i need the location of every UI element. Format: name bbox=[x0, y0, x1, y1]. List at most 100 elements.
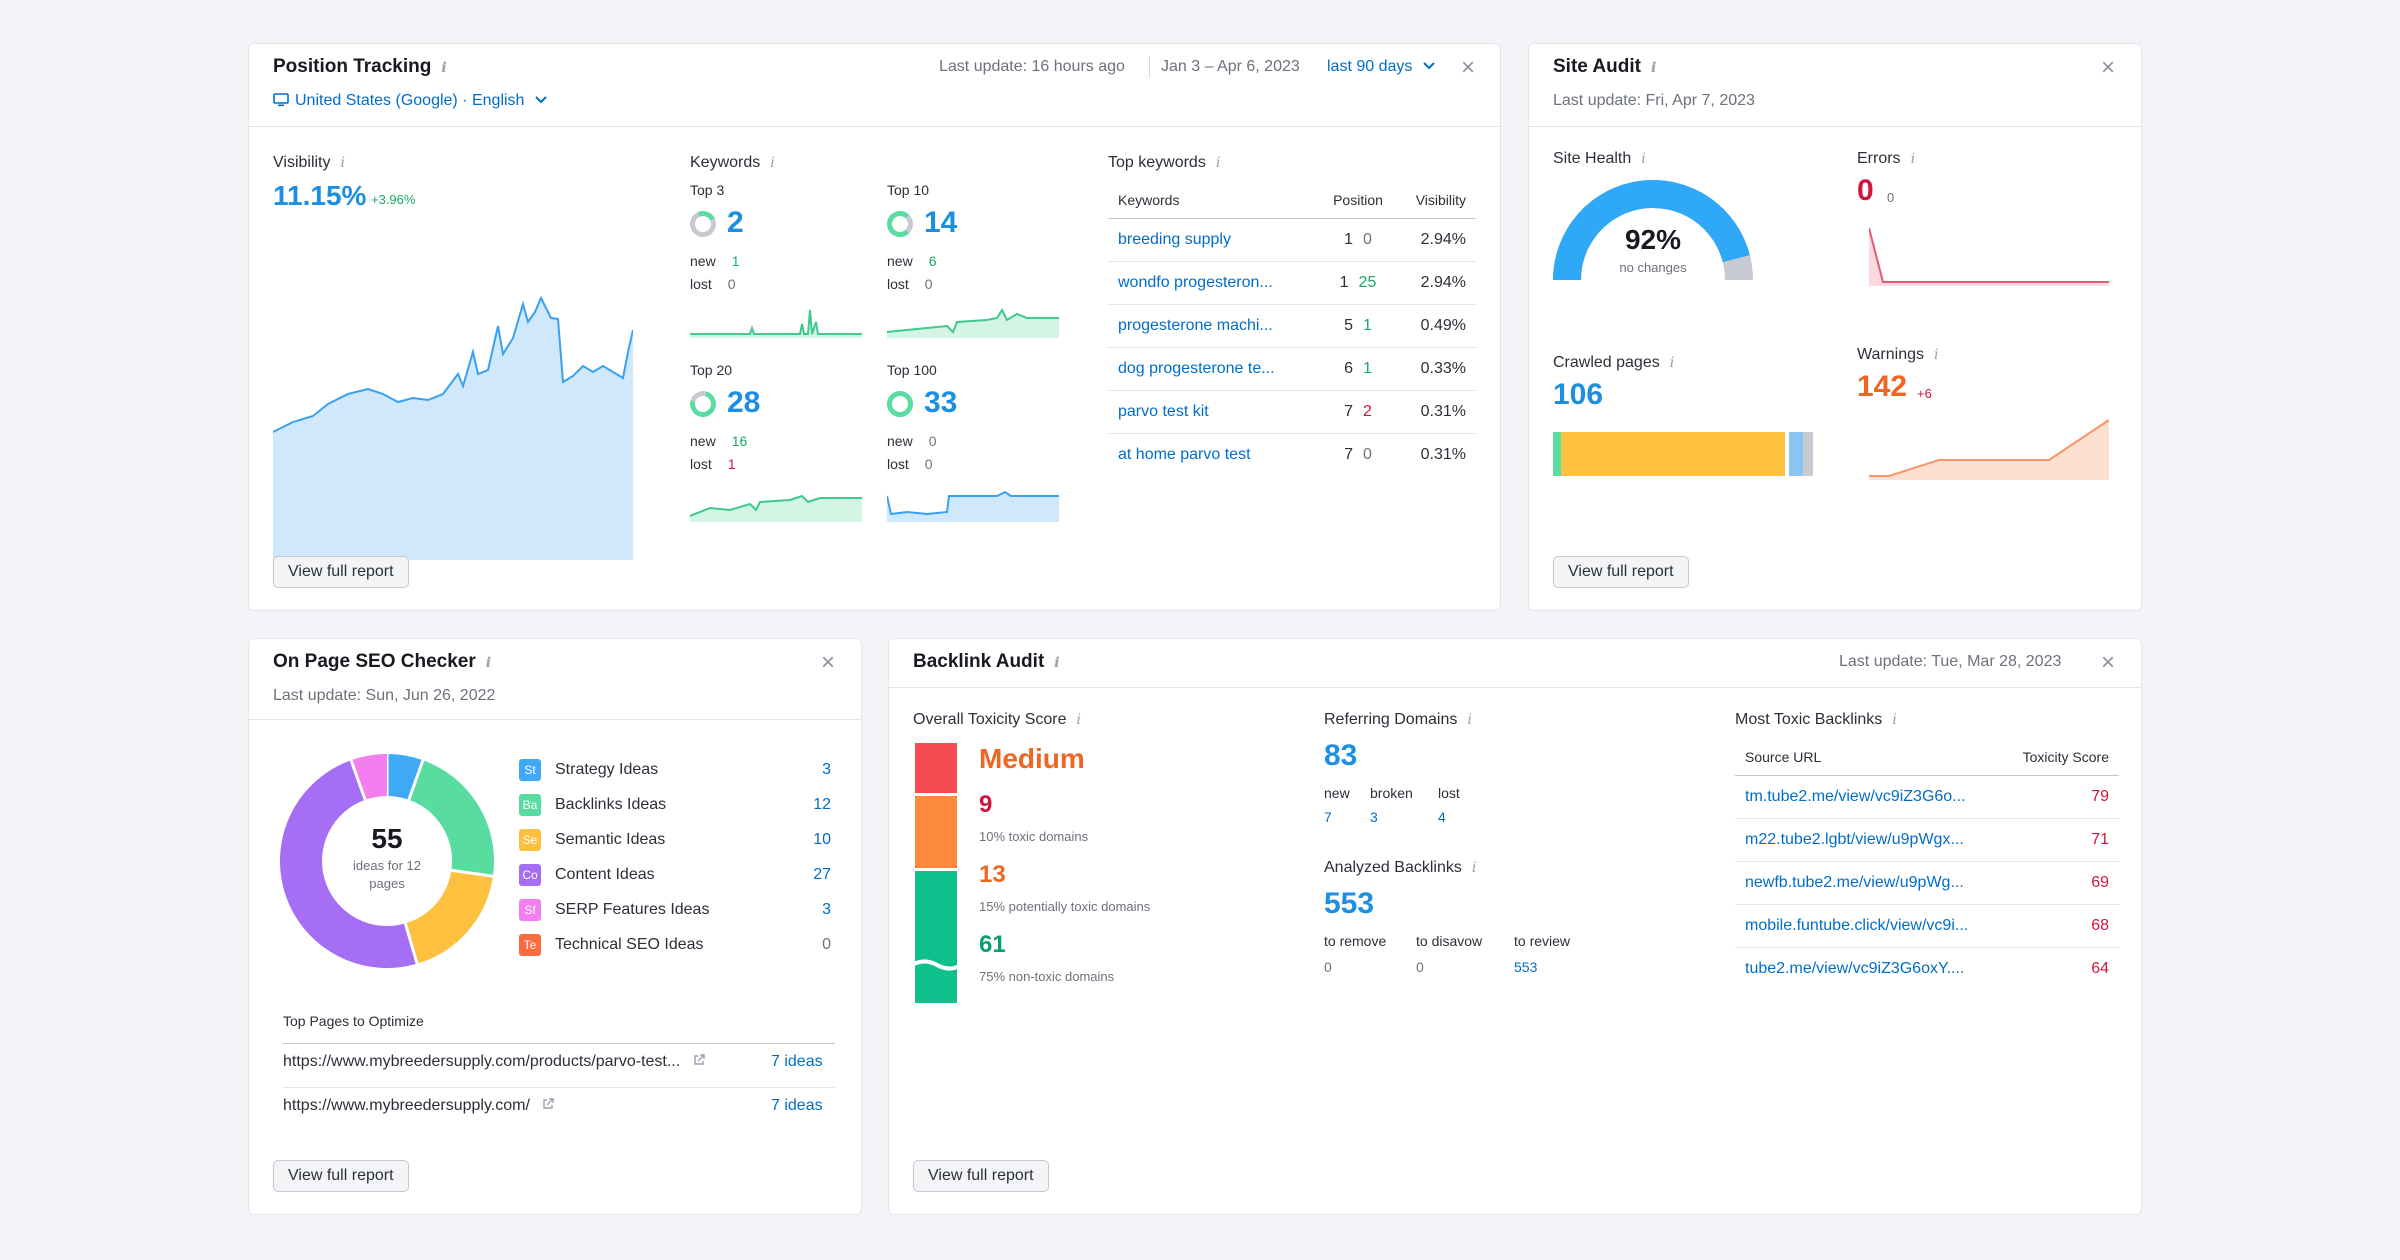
top100-sparkline bbox=[887, 490, 1059, 522]
page-ideas-link[interactable]: 7 ideas bbox=[771, 1053, 823, 1070]
toxicity-bar-non-toxic bbox=[915, 871, 957, 1003]
keyword-link[interactable]: at home parvo test bbox=[1118, 445, 1251, 463]
top20-value: 28 bbox=[727, 386, 761, 419]
potential-caption: 15% potentially toxic domains bbox=[979, 899, 1151, 914]
non-toxic-count: 61 bbox=[979, 931, 1006, 958]
info-icon[interactable]: i bbox=[340, 155, 345, 171]
keyword-link[interactable]: dog progesterone te... bbox=[1108, 347, 1318, 391]
info-icon[interactable]: i bbox=[1215, 155, 1221, 171]
top10-new: new 6 bbox=[887, 253, 937, 269]
top3-new: new 1 bbox=[690, 253, 740, 269]
last-update: Last update: Tue, Mar 28, 2023 bbox=[1839, 653, 2062, 670]
page-url[interactable]: https://www.mybreedersupply.com/products… bbox=[283, 1053, 705, 1071]
page-url[interactable]: https://www.mybreedersupply.com/ bbox=[283, 1097, 555, 1115]
top20-sparkline bbox=[690, 494, 862, 522]
info-icon[interactable]: i bbox=[770, 155, 775, 171]
to-review-value[interactable]: 553 bbox=[1514, 959, 1538, 975]
referring-lost[interactable]: 4 bbox=[1438, 809, 1446, 825]
info-icon[interactable]: i bbox=[1054, 655, 1060, 671]
info-icon[interactable]: i bbox=[1076, 712, 1082, 728]
ideas-donut bbox=[280, 754, 494, 968]
idea-content[interactable]: Co Content Ideas 27 bbox=[519, 864, 831, 886]
site-health-gauge bbox=[1553, 180, 1753, 281]
location-label: United States (Google) · English bbox=[295, 92, 525, 109]
idea-backlinks[interactable]: Ba Backlinks Ideas 12 bbox=[519, 794, 831, 816]
keyword-link[interactable]: wondfo progesteron... bbox=[1108, 261, 1318, 305]
analyzed-backlinks-value: 553 bbox=[1324, 887, 1375, 920]
chevron-down-icon bbox=[1423, 62, 1435, 70]
idea-technical-seo: Te Technical SEO Ideas 0 bbox=[519, 934, 831, 956]
table-row: mobile.funtube.click/view/vc9i... 68 bbox=[1735, 904, 2119, 948]
view-full-report-button[interactable]: View full report bbox=[273, 1160, 409, 1192]
info-icon[interactable]: i bbox=[441, 60, 447, 76]
last-update: Last update: Fri, Apr 7, 2023 bbox=[1553, 92, 1755, 109]
backlink-url[interactable]: newfb.tube2.me/view/u9pWg... bbox=[1735, 861, 2003, 905]
backlink-url[interactable]: m22.tube2.lgbt/view/u9pWgx... bbox=[1735, 818, 2003, 862]
idea-semantic[interactable]: Se Semantic Ideas 10 bbox=[519, 829, 831, 851]
close-icon[interactable]: × bbox=[1461, 54, 1476, 81]
view-full-report-button[interactable]: View full report bbox=[273, 556, 409, 588]
info-icon[interactable]: i bbox=[1471, 860, 1477, 876]
date-range: Jan 3 – Apr 6, 2023 bbox=[1161, 58, 1300, 75]
widget-title: Site Audit i bbox=[1553, 56, 1657, 77]
backlink-url[interactable]: tm.tube2.me/view/vc9iZ3G6o... bbox=[1735, 775, 2003, 819]
top10-sparkline bbox=[887, 307, 1059, 338]
period-dropdown[interactable]: last 90 days bbox=[1327, 58, 1435, 76]
toxic-count: 9 bbox=[979, 791, 993, 818]
toxicity-label: Overall Toxicity Score i bbox=[913, 711, 1082, 728]
backlink-url[interactable]: mobile.funtube.click/view/vc9i... bbox=[1735, 904, 2003, 948]
close-icon[interactable]: × bbox=[821, 649, 836, 676]
view-full-report-button[interactable]: View full report bbox=[1553, 556, 1689, 588]
info-icon[interactable]: i bbox=[1669, 355, 1675, 371]
donut-slice-strategy-ideas bbox=[386, 754, 423, 801]
top3-label: Top 3 bbox=[690, 182, 725, 198]
top20-lost: lost 1 bbox=[690, 456, 736, 472]
last-update: Last update: 16 hours ago bbox=[939, 58, 1125, 75]
info-icon[interactable]: i bbox=[1467, 712, 1472, 728]
top10-lost: lost 0 bbox=[887, 276, 933, 292]
analyzed-backlinks-label: Analyzed Backlinks i bbox=[1324, 859, 1477, 876]
toxicity-bar-toxic bbox=[915, 743, 957, 793]
to-remove-value: 0 bbox=[1324, 959, 1332, 975]
idea-serp-features[interactable]: Sf SERP Features Ideas 3 bbox=[519, 899, 831, 921]
visibility-delta: +3.96% bbox=[371, 192, 416, 207]
top3-lost: lost 0 bbox=[690, 276, 736, 292]
chevron-down-icon bbox=[535, 96, 547, 104]
table-row: newfb.tube2.me/view/u9pWg... 69 bbox=[1735, 861, 2119, 905]
keyword-link[interactable]: parvo test kit bbox=[1108, 390, 1318, 434]
top10-label: Top 10 bbox=[887, 182, 930, 198]
close-icon[interactable]: × bbox=[2101, 54, 2116, 81]
top20-new: new 16 bbox=[690, 433, 748, 449]
close-icon[interactable]: × bbox=[2101, 649, 2116, 676]
info-icon[interactable]: i bbox=[1641, 151, 1646, 167]
keyword-link[interactable]: breeding supply bbox=[1108, 218, 1318, 262]
top100-ring bbox=[887, 391, 913, 417]
desktop-icon bbox=[273, 93, 289, 107]
top100-value: 33 bbox=[924, 386, 958, 419]
table-row: tm.tube2.me/view/vc9iZ3G6o... 79 bbox=[1735, 775, 2119, 819]
info-icon[interactable]: i bbox=[1933, 347, 1939, 363]
site-audit-widget: Site Audit i Last update: Fri, Apr 7, 202… bbox=[1528, 43, 2142, 611]
top3-sparkline bbox=[690, 309, 862, 338]
info-icon[interactable]: i bbox=[1892, 712, 1897, 728]
errors-sparkline bbox=[1869, 227, 2109, 286]
info-icon[interactable]: i bbox=[1910, 151, 1916, 167]
donut-slice-content-ideas bbox=[280, 760, 418, 968]
errors-value: 0 bbox=[1857, 174, 1874, 207]
location-selector[interactable]: United States (Google) · English bbox=[273, 92, 547, 110]
visibility-label: Visibility i bbox=[273, 154, 345, 171]
page-ideas-link[interactable]: 7 ideas bbox=[771, 1097, 823, 1114]
external-link-icon bbox=[693, 1054, 705, 1065]
backlink-url[interactable]: tube2.me/view/vc9iZ3G6oxY.... bbox=[1745, 959, 1965, 977]
referring-broken[interactable]: 3 bbox=[1370, 809, 1378, 825]
keyword-link[interactable]: progesterone machi... bbox=[1108, 304, 1318, 348]
referring-new[interactable]: 7 bbox=[1324, 809, 1332, 825]
idea-strategy[interactable]: St Strategy Ideas 3 bbox=[519, 759, 831, 781]
info-icon[interactable]: i bbox=[1650, 60, 1657, 76]
info-icon[interactable]: i bbox=[485, 655, 492, 671]
crawled-pages-label: Crawled pages i bbox=[1553, 354, 1675, 371]
view-full-report-button[interactable]: View full report bbox=[913, 1160, 1049, 1192]
crawled-pages-value: 106 bbox=[1553, 378, 1604, 411]
